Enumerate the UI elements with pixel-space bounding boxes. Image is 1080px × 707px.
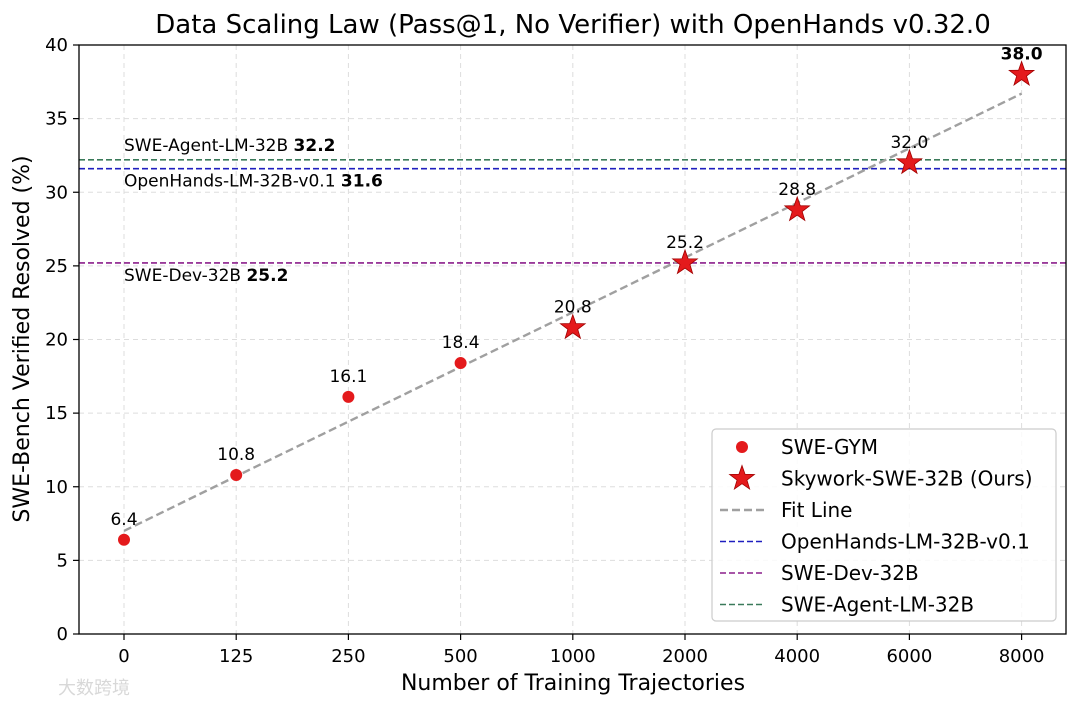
legend-label: Skywork-SWE-32B (Ours) [781,467,1033,491]
axis-ticks: 0 125 250 500 1000 2000 4000 6000 8000 0 5 10 15 20 25… [45,35,1044,667]
x-tick-label: 250 [331,646,365,667]
x-tick-label: 8000 [999,646,1045,667]
swe-gym-point [454,357,467,370]
data-label: 6.4 [110,510,137,530]
y-tick-label: 40 [45,35,68,56]
y-tick-label: 30 [45,182,68,203]
swe-gym-point [230,468,243,481]
swe-gym-point [342,390,355,403]
y-tick-label: 0 [57,624,68,645]
skywork-star-point [671,248,699,275]
data-label: 25.2 [666,233,704,253]
watermark-text: 大数跨境 [58,678,130,699]
reference-line-label: OpenHands-LM-32B-v0.1 31.6 [124,172,383,192]
data-label: 28.8 [778,180,816,200]
legend-label: SWE-Agent-LM-32B [781,593,974,617]
y-tick-label: 20 [45,330,68,351]
y-axis-label: SWE-Bench Verified Resolved (%) [10,155,35,522]
legend-label: Fit Line [781,498,852,522]
x-axis-label: Number of Training Trajectories [401,671,745,696]
legend: SWE-GYM Skywork-SWE-32B (Ours) Fit Line Ope… [711,428,1057,622]
reference-line-label: SWE-Dev-32B 25.2 [124,266,288,286]
fit-line-group [123,92,1023,533]
data-marks [118,60,1036,546]
x-tick-label: 500 [443,646,477,667]
y-tick-label: 5 [57,550,68,571]
y-tick-label: 10 [45,477,68,498]
legend-label: SWE-GYM [781,435,878,459]
data-label: 32.0 [890,133,928,153]
data-labels: 6.4 10.8 16.1 18.4 20.8 25.2 28.8 32.0 38.0 [110,44,1042,529]
data-label: 20.8 [554,298,592,318]
swe-gym-point [118,533,130,546]
data-label: 16.1 [329,367,367,387]
x-tick-label: 0 [118,646,129,667]
x-tick-label: 2000 [662,646,708,667]
skywork-star-point [559,313,587,340]
legend-box [711,428,1057,622]
y-tick-label: 35 [45,109,68,130]
chart-title: Data Scaling Law (Pass@1, No Verifier) w… [155,10,990,40]
fit-line [123,92,1023,533]
x-tick-label: 6000 [886,646,932,667]
legend-skywork-marker [728,464,756,491]
y-tick-label: 25 [45,256,68,277]
skywork-star-point [895,148,923,175]
legend-label: OpenHands-LM-32B-v0.1 [781,530,1030,554]
x-tick-label: 1000 [550,646,596,667]
legend-swe-gym-marker [736,441,748,453]
x-tick-label: 4000 [774,646,820,667]
skywork-star-point [1008,60,1036,86]
data-label: 18.4 [442,333,480,353]
skywork-star-point [783,195,811,222]
legend-label: SWE-Dev-32B [781,561,919,585]
x-tick-label: 125 [219,646,253,667]
data-label: 38.0 [1001,44,1043,64]
reference-line-label: SWE-Agent-LM-32B 32.2 [124,136,335,156]
y-tick-label: 15 [45,403,68,424]
data-label: 10.8 [217,445,255,465]
